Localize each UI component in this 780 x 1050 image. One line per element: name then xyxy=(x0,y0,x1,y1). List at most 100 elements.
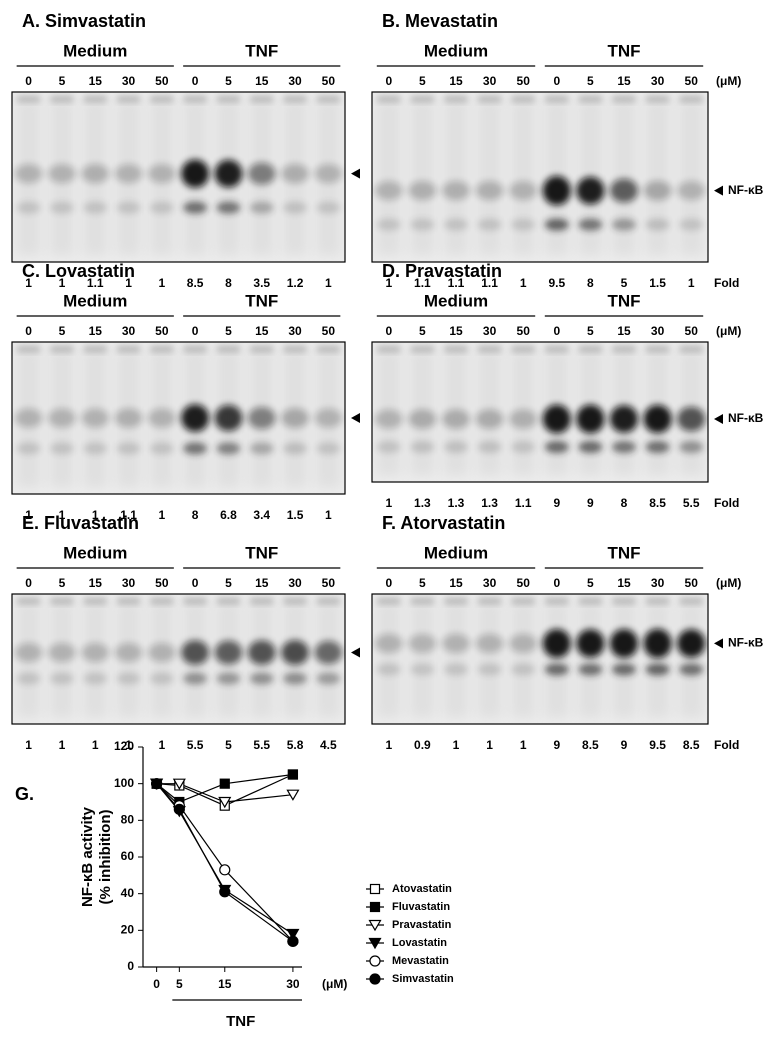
well xyxy=(444,598,468,604)
band xyxy=(408,180,437,201)
lower-band xyxy=(116,672,141,685)
legend-label: Simvastatin xyxy=(392,973,454,985)
y-tick-label: 0 xyxy=(127,959,134,973)
band xyxy=(281,408,310,428)
fold-value: 1.3 xyxy=(481,496,498,510)
lower-band xyxy=(149,442,174,455)
legend-marker xyxy=(369,901,381,913)
well xyxy=(645,346,670,352)
band xyxy=(247,640,276,665)
band xyxy=(609,629,639,658)
band xyxy=(576,176,605,205)
lower-band xyxy=(116,201,141,214)
well xyxy=(216,598,241,604)
lane-label: 15 xyxy=(617,74,631,88)
legend-label: Lovastatin xyxy=(392,937,447,949)
fold-value: 1 xyxy=(325,276,332,290)
well xyxy=(50,346,74,352)
band xyxy=(576,629,605,658)
lane-label: 30 xyxy=(483,74,497,88)
band xyxy=(114,164,143,184)
fold-value: 5.5 xyxy=(683,496,700,510)
lower-band xyxy=(511,441,536,453)
group-label: Medium xyxy=(424,543,488,562)
legend-label: Fluvastatin xyxy=(392,901,450,913)
fold-value: 1 xyxy=(325,508,332,522)
well xyxy=(183,346,207,352)
band xyxy=(14,642,43,663)
fold-value: 8.5 xyxy=(683,738,700,752)
band xyxy=(47,642,76,663)
well xyxy=(444,346,468,352)
lower-band xyxy=(183,442,208,455)
band xyxy=(677,406,706,432)
lane-label: 50 xyxy=(155,74,169,88)
series-line xyxy=(156,783,293,803)
fold-value: 1 xyxy=(25,276,32,290)
well xyxy=(645,598,670,604)
series-line xyxy=(156,783,294,942)
well xyxy=(679,598,703,604)
data-point xyxy=(218,796,232,809)
lane-label: 0 xyxy=(385,324,392,338)
lane-smear xyxy=(510,600,536,718)
fold-value: 1 xyxy=(385,738,392,752)
lane-label: 50 xyxy=(155,576,169,590)
lane-label: 5 xyxy=(59,74,66,88)
well xyxy=(50,96,74,102)
band-arrow xyxy=(714,414,723,424)
band-arrow xyxy=(714,638,723,649)
fold-value: 1 xyxy=(159,738,166,752)
fold-value: 1 xyxy=(59,738,66,752)
lane-smear xyxy=(443,600,469,718)
well xyxy=(50,598,74,604)
lower-band xyxy=(216,442,241,455)
band xyxy=(14,164,43,184)
lane-label: 15 xyxy=(617,576,631,590)
well xyxy=(645,96,670,102)
lower-band xyxy=(83,201,108,214)
band xyxy=(81,642,110,663)
lane-smear xyxy=(644,600,671,718)
lane-label: 5 xyxy=(59,576,66,590)
gel-lanes xyxy=(374,598,706,718)
y-tick-label: 20 xyxy=(121,923,135,937)
lower-band xyxy=(316,201,341,214)
band xyxy=(247,406,276,430)
lane-label: 50 xyxy=(322,74,336,88)
band xyxy=(147,164,176,184)
well xyxy=(250,96,274,102)
lane-label: 30 xyxy=(651,576,665,590)
band xyxy=(509,409,538,429)
lane-label: 50 xyxy=(322,576,336,590)
lane-smear xyxy=(443,98,469,256)
band xyxy=(147,408,176,428)
panel-title: E. Fluvastatin xyxy=(22,513,139,533)
lane-smear xyxy=(476,98,503,256)
fold-value: 9 xyxy=(587,496,594,510)
lane-label: 30 xyxy=(122,74,136,88)
lane-smear xyxy=(611,600,637,718)
fold-value: 1.5 xyxy=(649,276,666,290)
lower-band xyxy=(249,442,274,455)
band xyxy=(643,628,672,659)
band xyxy=(374,633,403,654)
panel-title: C. Lovastatin xyxy=(22,261,135,281)
group-label: TNF xyxy=(607,543,640,562)
well xyxy=(545,96,569,102)
well xyxy=(679,346,703,352)
lane-smear xyxy=(510,98,536,256)
lower-band xyxy=(316,442,341,455)
fold-value: 1.1 xyxy=(481,276,498,290)
band xyxy=(214,640,243,665)
lane-label: 30 xyxy=(122,324,136,338)
fold-value: 1 xyxy=(520,738,527,752)
lane-label: 15 xyxy=(449,576,463,590)
band-label: NF-κB xyxy=(728,636,764,650)
band xyxy=(314,640,343,665)
band xyxy=(677,629,706,658)
band xyxy=(475,409,504,429)
lower-band xyxy=(183,672,208,685)
